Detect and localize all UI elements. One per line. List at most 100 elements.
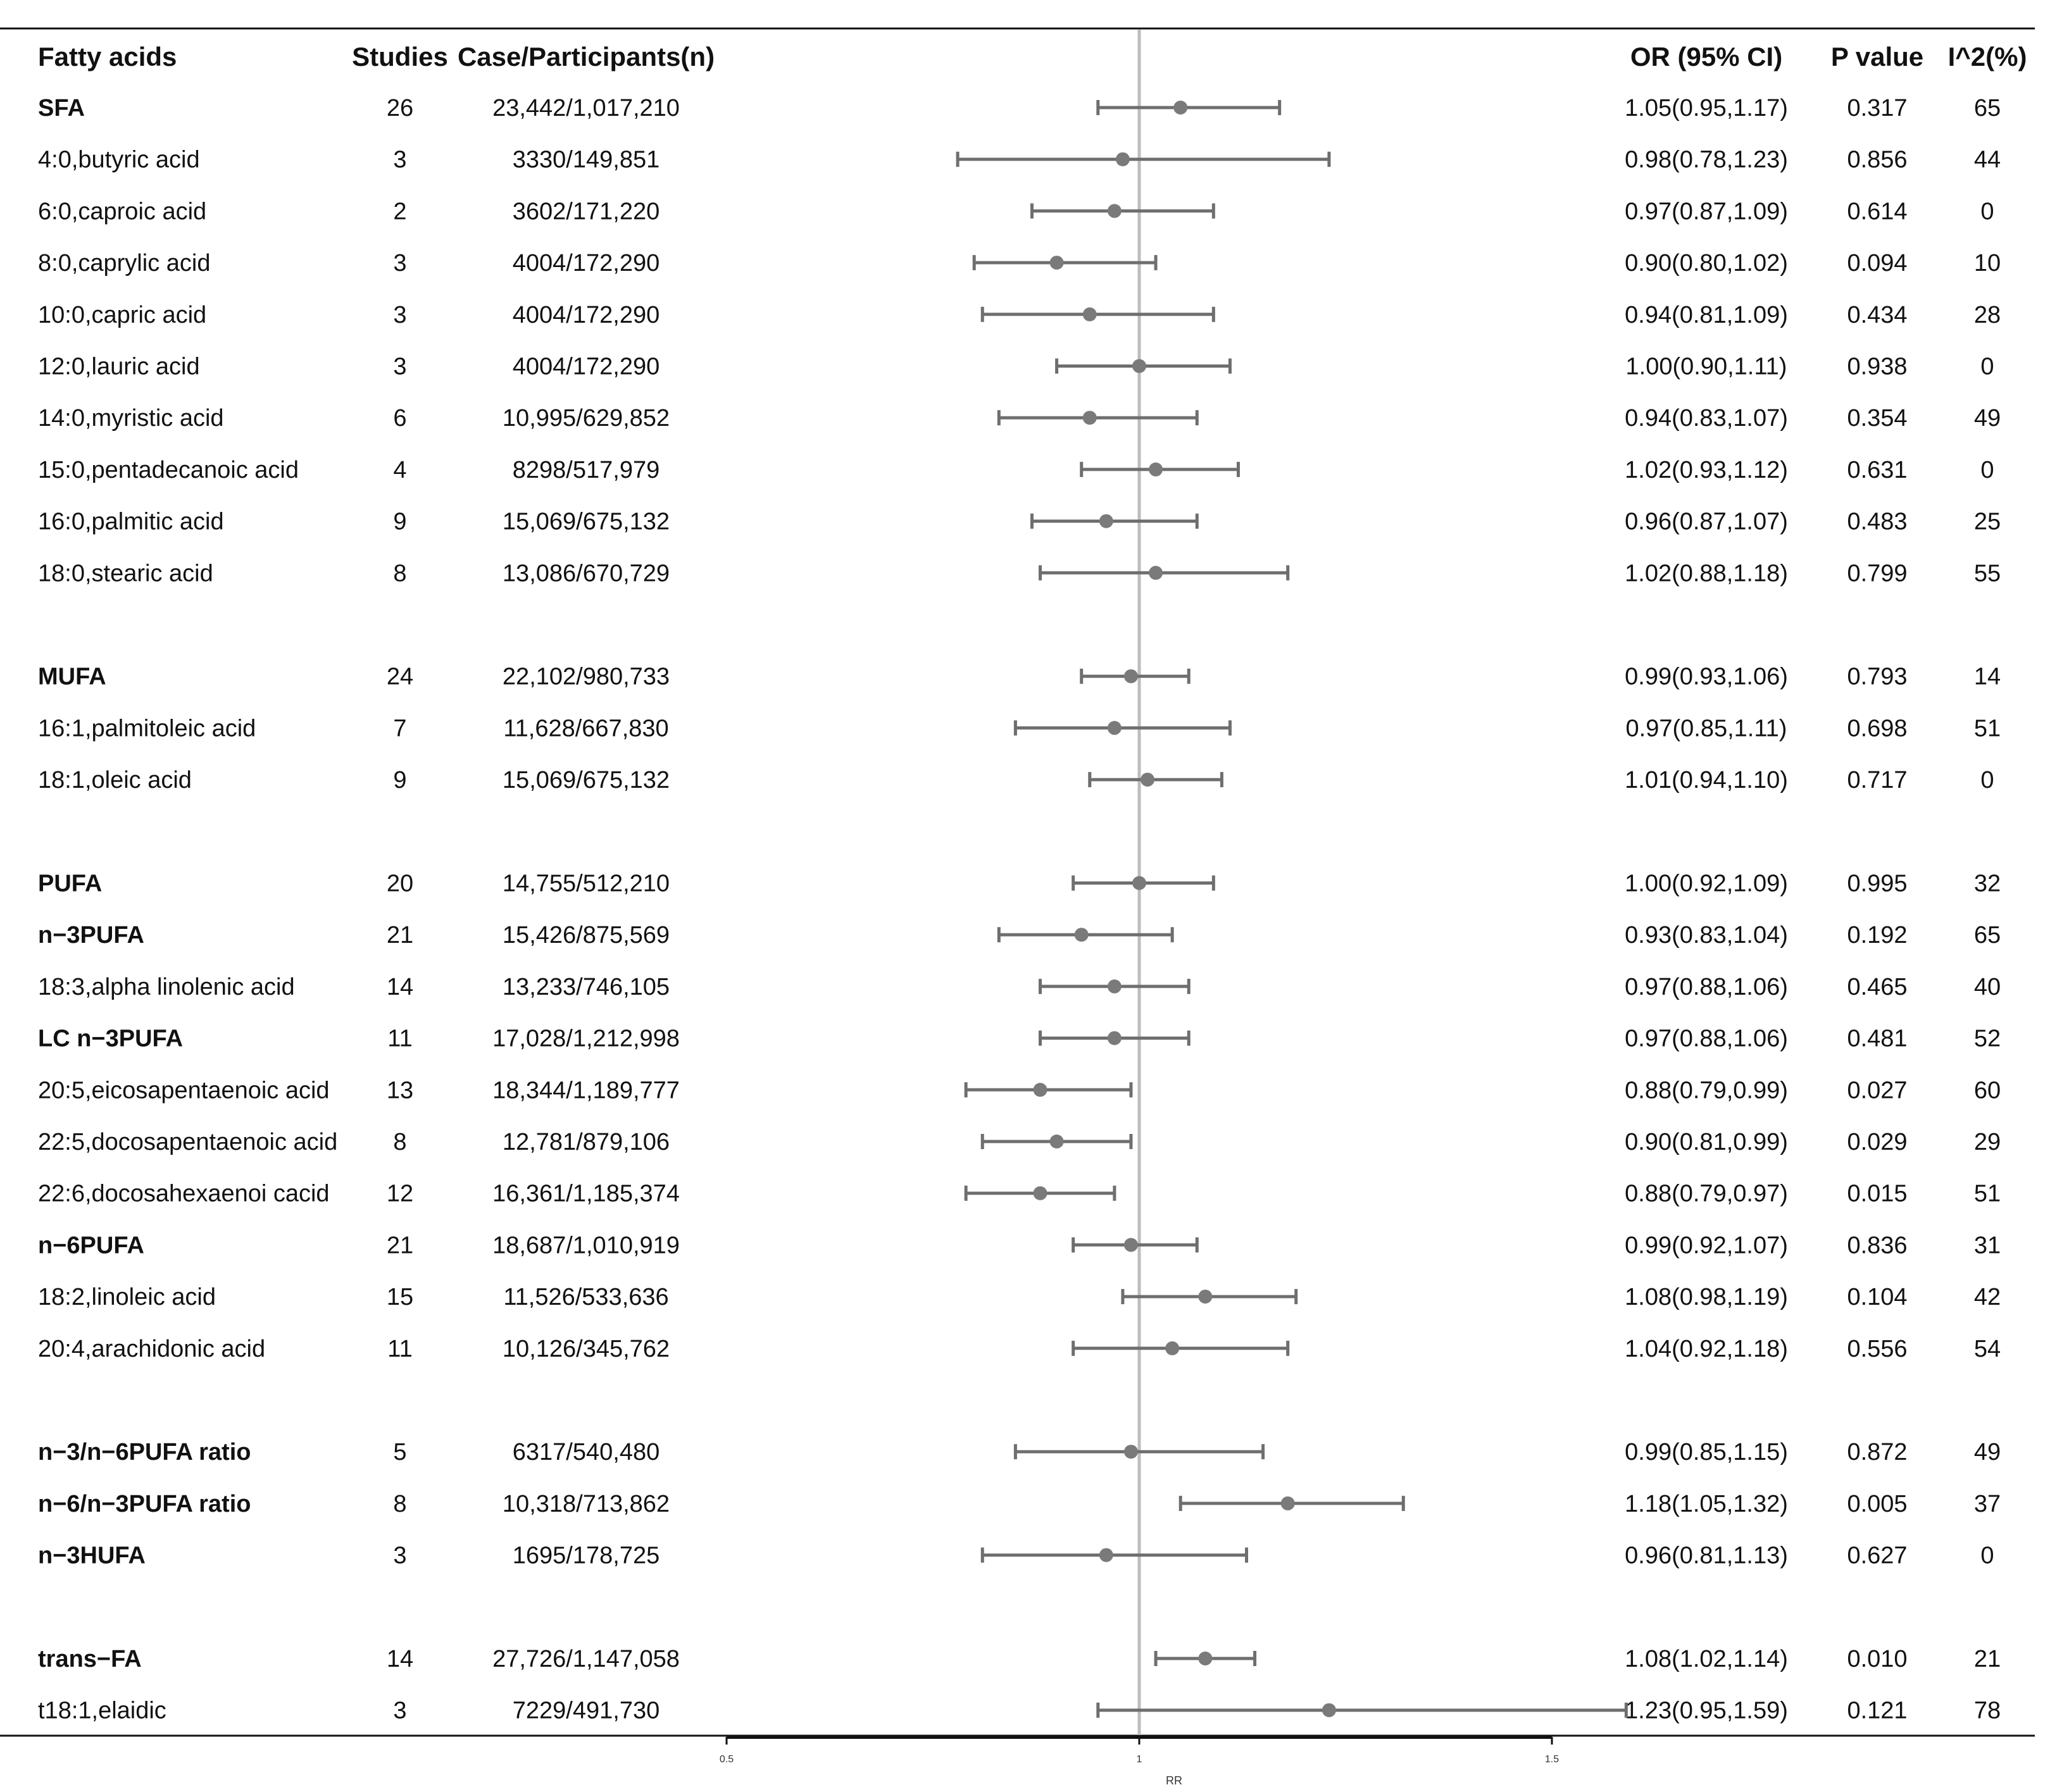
row-studies: 8	[393, 1129, 406, 1155]
row-cases: 7229/491,730	[513, 1698, 659, 1724]
row-i2: 51	[1974, 715, 2001, 742]
row-name: n−3PUFA	[38, 922, 144, 949]
row-i2: 10	[1974, 250, 2001, 277]
row-or-ci: 0.93(0.83,1.04)	[1625, 922, 1788, 949]
row-or-ci: 0.90(0.80,1.02)	[1625, 250, 1788, 277]
point-estimate	[1082, 411, 1097, 425]
row-or-ci: 0.97(0.85,1.11)	[1626, 715, 1787, 742]
forest-row: 18:3,alpha linolenic acid 14 13,233/746,10…	[38, 974, 2001, 1000]
row-p-value: 0.614	[1847, 198, 1907, 225]
row-or-ci: 1.02(0.93,1.12)	[1625, 457, 1788, 483]
row-cases: 23,442/1,017,210	[492, 95, 680, 121]
row-or-ci: 0.96(0.87,1.07)	[1625, 509, 1788, 535]
row-studies: 7	[393, 715, 406, 742]
row-p-value: 0.121	[1847, 1698, 1907, 1724]
point-estimate	[1132, 876, 1146, 890]
row-name: 16:1,palmitoleic acid	[38, 715, 256, 742]
row-p-value: 0.995	[1847, 871, 1907, 897]
row-i2: 40	[1974, 974, 2001, 1000]
row-cases: 10,995/629,852	[503, 405, 670, 432]
row-name: n−3HUFA	[38, 1543, 146, 1569]
row-cases: 4004/172,290	[513, 354, 659, 380]
row-name: 15:0,pentadecanoic acid	[38, 457, 299, 483]
row-or-ci: 1.08(0.98,1.19)	[1625, 1284, 1788, 1310]
row-name: 14:0,myristic acid	[38, 405, 224, 432]
column-headers: Fatty acids Studies Case/Participants(n) OR…	[38, 42, 2027, 72]
row-i2: 49	[1974, 1439, 2001, 1465]
row-studies: 3	[393, 1543, 406, 1569]
row-p-value: 0.856	[1847, 147, 1907, 173]
row-cases: 13,233/746,105	[503, 974, 670, 1000]
row-name: 18:1,oleic acid	[38, 767, 192, 793]
forest-row: 4:0,butyric acid 3 3330/149,851 0.98(0.78,1…	[38, 147, 2001, 173]
point-estimate	[1141, 773, 1155, 787]
row-studies: 21	[387, 1232, 413, 1259]
row-studies: 11	[387, 1026, 412, 1052]
row-name: 18:3,alpha linolenic acid	[38, 974, 295, 1000]
row-cases: 3602/171,220	[513, 198, 659, 225]
point-estimate	[1123, 1445, 1138, 1459]
point-estimate	[1123, 1238, 1138, 1252]
row-name: SFA	[38, 95, 85, 121]
row-i2: 44	[1974, 147, 2001, 173]
row-p-value: 0.192	[1847, 922, 1907, 949]
row-i2: 0	[1980, 1543, 1994, 1569]
row-i2: 25	[1974, 509, 2001, 535]
forest-row: 16:0,palmitic acid 9 15,069/675,132 0.96(0.…	[38, 509, 2001, 535]
x-tick-label: 1	[1137, 1754, 1142, 1765]
forest-row: 18:2,linoleic acid 15 11,526/533,636 1.08(0…	[38, 1284, 2001, 1310]
row-name: 12:0,lauric acid	[38, 354, 200, 380]
forest-row: t18:1,elaidic 3 7229/491,730 1.23(0.95,1.59…	[38, 1698, 2001, 1724]
row-i2: 21	[1974, 1646, 2001, 1672]
header-cases: Case/Participants(n)	[458, 42, 715, 72]
row-i2: 51	[1974, 1181, 2001, 1207]
row-cases: 17,028/1,212,998	[492, 1026, 680, 1052]
row-studies: 9	[393, 509, 406, 535]
row-studies: 26	[387, 95, 413, 121]
row-or-ci: 0.97(0.87,1.09)	[1625, 198, 1788, 225]
forest-row: PUFA 20 14,755/512,210 1.00(0.92,1.09) 0.995…	[38, 871, 2001, 897]
row-p-value: 0.631	[1847, 457, 1907, 483]
row-cases: 18,687/1,010,919	[492, 1232, 680, 1259]
row-i2: 37	[1974, 1491, 2001, 1517]
row-cases: 14,755/512,210	[503, 871, 670, 897]
row-or-ci: 0.98(0.78,1.23)	[1625, 147, 1788, 173]
row-studies: 11	[387, 1336, 412, 1362]
row-p-value: 0.799	[1847, 560, 1907, 587]
forest-row: 16:1,palmitoleic acid 7 11,628/667,830 0.97…	[38, 715, 2001, 742]
row-i2: 29	[1974, 1129, 2001, 1155]
row-or-ci: 0.88(0.79,0.99)	[1625, 1077, 1788, 1104]
forest-row: 22:5,docosapentaenoic acid 8 12,781/879,10…	[38, 1129, 2001, 1155]
row-p-value: 0.005	[1847, 1491, 1907, 1517]
forest-row: 14:0,myristic acid 6 10,995/629,852 0.94(0.…	[38, 405, 2001, 432]
row-p-value: 0.698	[1847, 715, 1907, 742]
point-estimate	[1165, 1341, 1180, 1355]
row-or-ci: 0.99(0.92,1.07)	[1625, 1232, 1788, 1259]
row-p-value: 0.556	[1847, 1336, 1907, 1362]
row-or-ci: 1.00(0.90,1.11)	[1626, 354, 1787, 380]
row-or-ci: 1.04(0.92,1.18)	[1625, 1336, 1788, 1362]
row-or-ci: 0.99(0.93,1.06)	[1625, 664, 1788, 690]
row-name: 20:4,arachidonic acid	[38, 1336, 265, 1362]
row-cases: 4004/172,290	[513, 250, 659, 277]
forest-row: MUFA 24 22,102/980,733 0.99(0.93,1.06) 0.793…	[38, 664, 2001, 690]
row-or-ci: 0.97(0.88,1.06)	[1625, 974, 1788, 1000]
header-i2: I^2(%)	[1948, 42, 2027, 72]
row-name: 16:0,palmitic acid	[38, 509, 224, 535]
row-i2: 42	[1974, 1284, 2001, 1310]
row-cases: 4004/172,290	[513, 302, 659, 328]
row-cases: 11,628/667,830	[503, 715, 668, 742]
row-p-value: 0.627	[1847, 1543, 1907, 1569]
header-p-value: P value	[1831, 42, 1923, 72]
row-studies: 3	[393, 250, 406, 277]
forest-row: LC n−3PUFA 11 17,028/1,212,998 0.97(0.88,1.…	[38, 1026, 2001, 1052]
row-p-value: 0.317	[1847, 95, 1907, 121]
row-p-value: 0.029	[1847, 1129, 1907, 1155]
row-or-ci: 1.02(0.88,1.18)	[1625, 560, 1788, 587]
point-estimate	[1198, 1652, 1213, 1665]
forest-row: 18:0,stearic acid 8 13,086/670,729 1.02(0.8…	[38, 560, 2001, 587]
point-estimate	[1074, 928, 1089, 942]
point-estimate	[1322, 1703, 1336, 1717]
row-studies: 3	[393, 147, 406, 173]
point-estimate	[1280, 1496, 1295, 1510]
